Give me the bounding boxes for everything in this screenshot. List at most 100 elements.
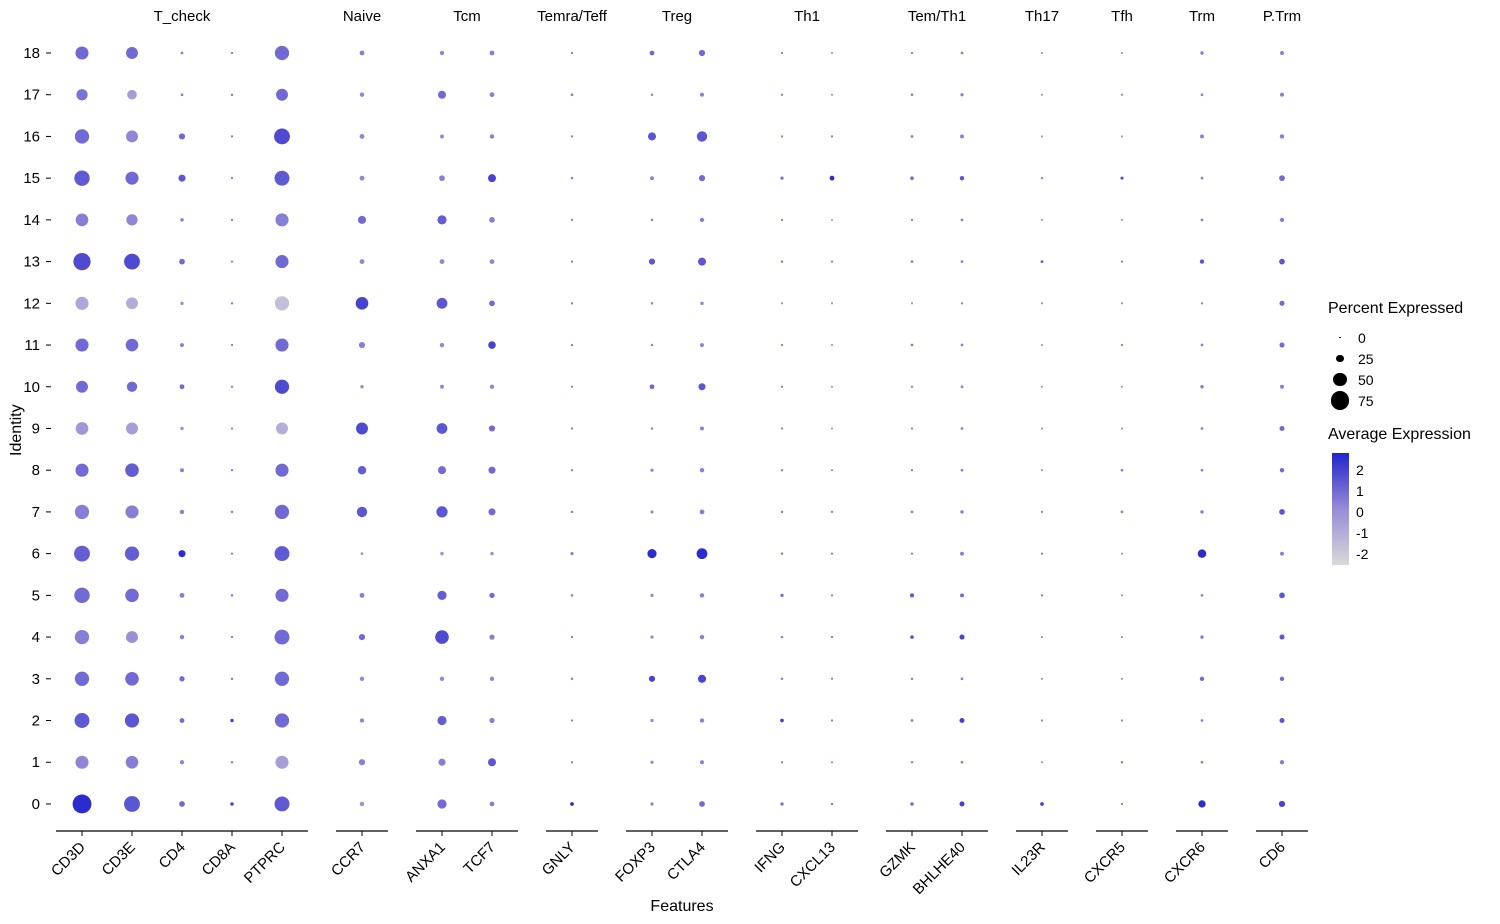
- color-legend-label: 1: [1356, 483, 1364, 499]
- expression-dot: [178, 174, 186, 182]
- expression-dot: [126, 47, 138, 59]
- identity-label: 9: [32, 420, 40, 437]
- expression-dot: [436, 297, 448, 309]
- expression-dot: [650, 593, 654, 597]
- expression-dot: [960, 593, 964, 598]
- expression-dot: [276, 422, 288, 435]
- expression-dot: [780, 260, 784, 263]
- expression-dot: [1040, 469, 1044, 472]
- expression-dot: [959, 801, 965, 807]
- expression-dot: [1200, 134, 1204, 139]
- expression-dot: [1279, 300, 1285, 306]
- expression-dot: [230, 260, 234, 263]
- expression-dot: [570, 51, 574, 55]
- expression-dot: [230, 302, 234, 305]
- expression-dot: [230, 427, 234, 430]
- color-bar-wrap: 2 1 0 -1 -2: [1332, 453, 1471, 565]
- expression-dot: [179, 509, 185, 515]
- expression-dot: [780, 427, 784, 430]
- expression-dot: [1120, 93, 1124, 96]
- expression-dot: [359, 175, 365, 181]
- expression-dot: [910, 385, 914, 388]
- expression-dot: [780, 51, 784, 55]
- average-expression-title: Average Expression: [1328, 426, 1471, 443]
- expression-dot: [1200, 510, 1204, 514]
- size-legend-dot-cell: [1328, 336, 1352, 339]
- expression-dot: [230, 343, 234, 347]
- expression-dot: [647, 549, 657, 559]
- expression-dot: [75, 338, 89, 352]
- expression-dot: [179, 592, 185, 598]
- panel-label: P.Trm: [1263, 8, 1301, 25]
- expression-dot: [649, 384, 655, 390]
- expression-dot: [230, 760, 234, 764]
- expression-dot: [440, 134, 444, 139]
- gene-label: IFNG: [751, 839, 788, 876]
- expression-dot: [439, 175, 445, 182]
- expression-dot: [75, 422, 89, 435]
- expression-dot: [359, 259, 365, 265]
- expression-dot: [75, 463, 89, 477]
- expression-dot: [650, 635, 654, 639]
- expression-dot: [1200, 51, 1204, 55]
- expression-dot: [830, 344, 834, 347]
- expression-dot: [1040, 427, 1044, 430]
- expression-dot: [960, 218, 964, 222]
- identity-label: 15: [23, 170, 40, 187]
- expression-dot: [76, 380, 88, 393]
- expression-dot: [439, 676, 445, 681]
- expression-dot: [440, 551, 444, 556]
- expression-dot: [830, 469, 834, 472]
- expression-dot: [1120, 135, 1124, 138]
- expression-dot: [1040, 719, 1044, 722]
- expression-dot: [74, 713, 90, 728]
- expression-dot: [780, 552, 784, 555]
- expression-dot: [489, 801, 495, 807]
- expression-dot: [274, 629, 290, 645]
- expression-dot: [910, 677, 914, 681]
- expression-dot: [356, 422, 368, 435]
- expression-dot: [179, 801, 185, 807]
- expression-dot: [274, 296, 290, 311]
- expression-dot: [275, 588, 289, 602]
- expression-dot: [699, 468, 705, 473]
- expression-dot: [959, 175, 965, 181]
- expression-dot: [179, 718, 185, 723]
- expression-dot: [275, 755, 289, 769]
- expression-dot: [1280, 92, 1284, 97]
- expression-dot: [489, 634, 495, 640]
- expression-dot: [960, 260, 964, 263]
- expression-dot: [275, 338, 289, 352]
- expression-dot: [1120, 51, 1124, 55]
- expression-dot: [1279, 217, 1285, 223]
- expression-dot: [275, 213, 289, 227]
- expression-dot: [960, 468, 964, 472]
- expression-dot: [960, 427, 964, 430]
- expression-dot: [570, 343, 574, 347]
- expression-dot: [960, 51, 964, 55]
- expression-dot: [1040, 636, 1044, 639]
- expression-dot: [1279, 468, 1285, 473]
- expression-dot: [125, 588, 139, 603]
- expression-dot: [960, 760, 964, 764]
- expression-dot: [570, 302, 574, 305]
- expression-dot: [1040, 51, 1044, 55]
- expression-dot: [650, 760, 654, 764]
- expression-dot: [274, 170, 290, 186]
- expression-dot: [910, 802, 914, 806]
- expression-dot: [274, 713, 290, 728]
- expression-dot: [780, 176, 784, 180]
- expression-dot: [1280, 551, 1284, 556]
- expression-dot: [830, 594, 834, 597]
- gene-label: CD6: [1256, 839, 1289, 872]
- expression-dot: [74, 504, 90, 520]
- expression-dot: [1279, 592, 1285, 599]
- expression-dot: [1120, 302, 1124, 305]
- identity-label: 12: [23, 295, 40, 312]
- expression-dot: [1040, 260, 1044, 263]
- expression-dot: [650, 802, 654, 806]
- expression-dot: [1279, 258, 1285, 265]
- expression-dot: [1199, 676, 1205, 681]
- expression-dot: [489, 92, 495, 98]
- size-legend-dot: [1339, 336, 1341, 339]
